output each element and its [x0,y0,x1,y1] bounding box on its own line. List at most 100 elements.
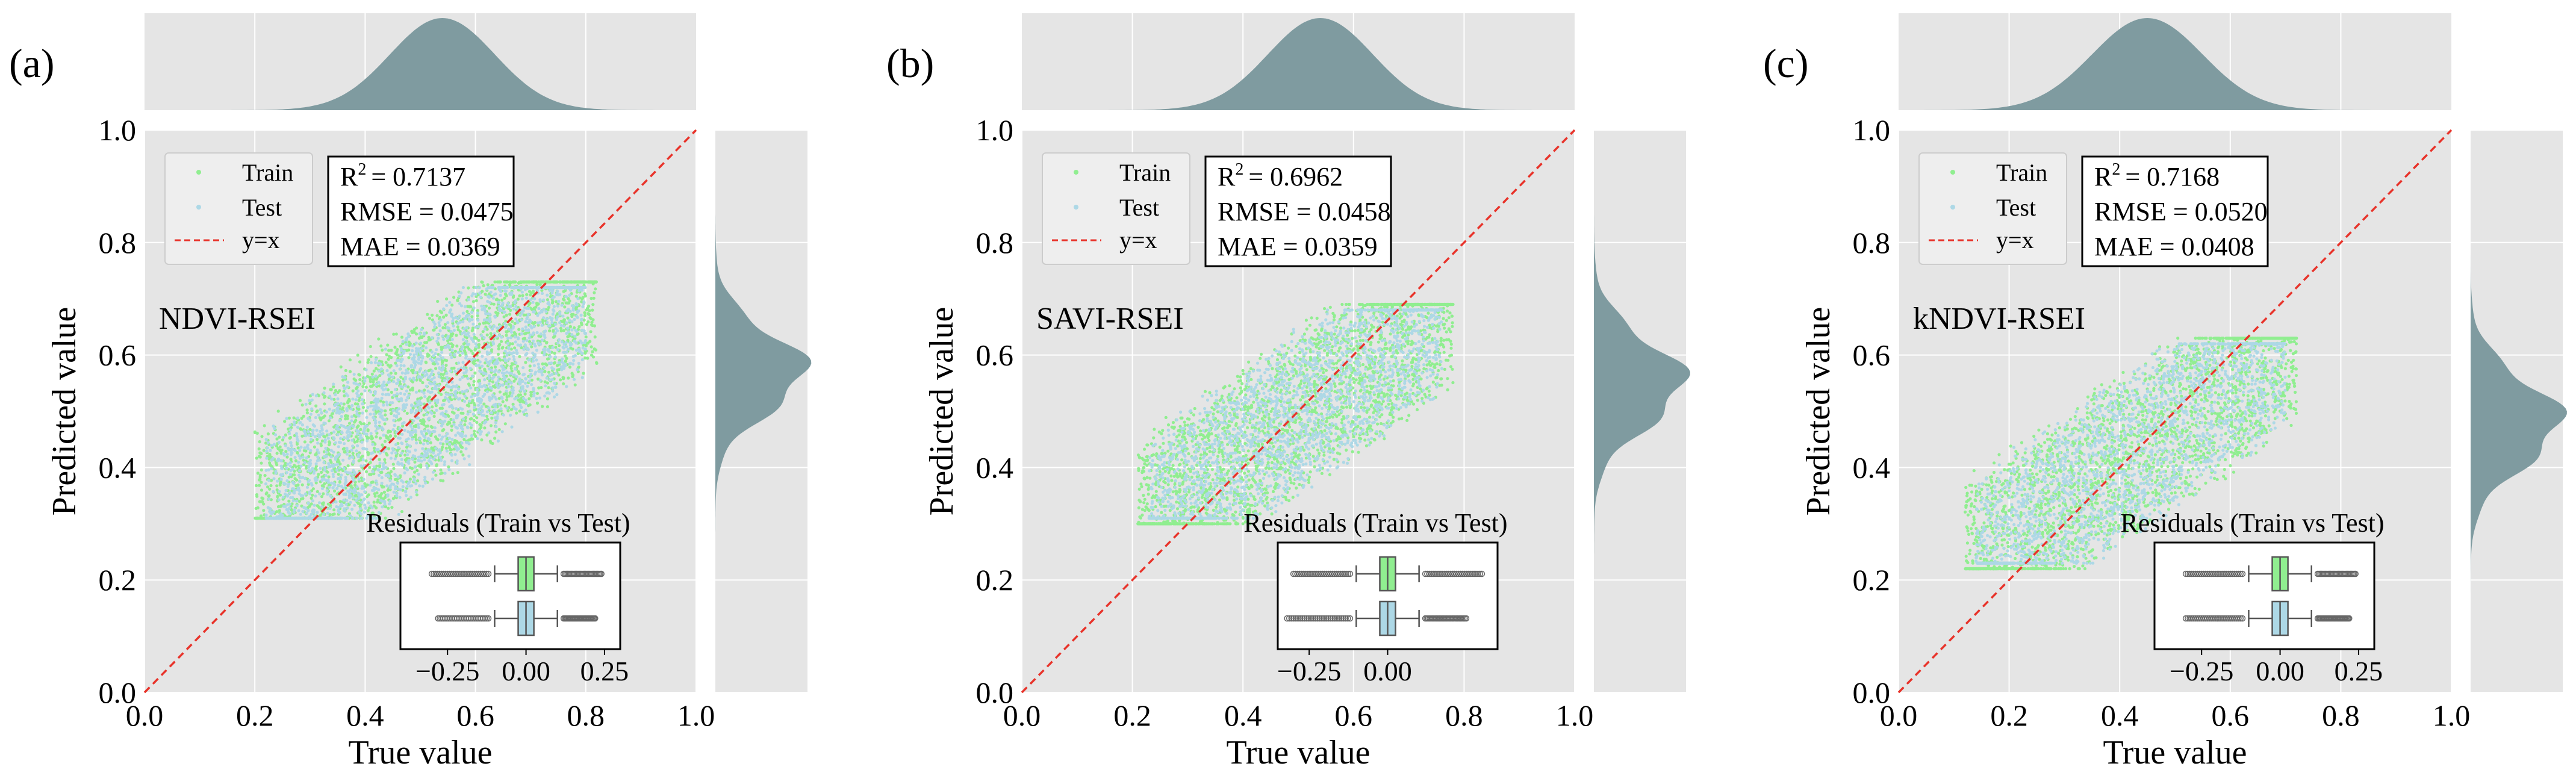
scatter-point [373,361,378,364]
scatter-point [347,491,351,494]
scatter-point [580,297,584,300]
scatter-point [488,374,491,378]
scatter-point [288,428,292,432]
scatter-point [547,361,551,366]
scatter-point [354,435,358,439]
scatter-point [348,370,352,373]
scatter-point [488,325,492,328]
scatter-point [411,344,415,348]
scatter-point [373,399,376,403]
scatter-point [318,416,322,420]
scatter-point [453,370,457,373]
scatter-point [474,364,478,367]
scatter-point [412,376,415,380]
scatter-point [319,514,322,518]
scatter-point [330,469,334,473]
scatter-point [415,468,419,473]
scatter-point [487,285,491,290]
scatter-point [359,516,362,520]
scatter-point [306,482,310,487]
scatter-point [402,380,406,384]
scatter-point [415,400,419,404]
scatter-point [399,353,402,356]
scatter-point [507,347,511,350]
scatter-point [565,285,569,290]
scatter-point [478,366,482,370]
scatter-point [470,375,474,378]
scatter-point [338,511,341,515]
scatter-point [524,296,529,300]
scatter-point [550,301,555,305]
scatter-point [470,294,474,297]
scatter-point [443,462,446,467]
scatter-point [547,386,550,390]
legend-marker-test [196,205,201,210]
scatter-point [549,280,552,284]
scatter-point [566,316,570,320]
scatter-point [395,409,399,412]
scatter-point [305,511,309,515]
scatter-point [316,455,320,459]
scatter-point [342,493,346,496]
scatter-point [591,318,595,322]
scatter-point [321,477,325,481]
scatter-point [258,455,262,459]
scatter-point [343,450,346,454]
scatter-point [497,428,501,432]
scatter-point [416,403,420,407]
scatter-point [455,426,459,430]
scatter-point [328,443,331,447]
scatter-point [512,358,516,361]
scatter-point [559,329,563,333]
scatter-point [511,320,514,323]
scatter-point [503,349,507,353]
scatter-point [505,334,508,337]
scatter-point [544,362,547,366]
scatter-point [357,399,361,402]
scatter-point [508,351,511,355]
scatter-point [267,479,270,482]
scatter-point [438,406,442,410]
scatter-point [417,455,420,459]
scatter-point [273,426,276,431]
scatter-point [356,444,359,447]
scatter-point [414,390,418,394]
scatter-point [510,362,514,366]
scatter-point [295,478,299,482]
scatter-point [556,285,559,290]
scatter-point [313,425,317,428]
scatter-point [380,481,384,485]
scatter-point [264,516,268,520]
scatter-point [483,367,487,371]
scatter-point [387,447,391,450]
scatter-point [552,310,556,313]
scatter-point [427,335,431,339]
scatter-point [556,368,559,372]
scatter-point [568,310,572,313]
scatter-point [364,459,368,463]
scatter-point [425,432,428,435]
scatter-point [316,459,319,462]
scatter-point [266,446,269,450]
scatter-point [423,481,428,485]
scatter-point [583,292,586,296]
scatter-point [403,453,407,457]
scatter-point [537,306,541,311]
scatter-point [372,488,376,492]
scatter-point [305,425,309,429]
scatter-point [475,388,479,391]
scatter-point [304,434,308,438]
scatter-point [362,447,366,450]
scatter-point [568,285,572,290]
scatter-point [511,388,515,392]
scatter-point [477,338,481,342]
scatter-point [356,394,359,398]
scatter-point [500,395,503,399]
scatter-point [556,315,559,319]
scatter-point [374,421,378,425]
x-axis-label: True value [348,734,492,771]
scatter-point [376,426,381,430]
scatter-point [531,359,535,363]
scatter-point [303,506,307,510]
scatter-point [300,417,303,420]
